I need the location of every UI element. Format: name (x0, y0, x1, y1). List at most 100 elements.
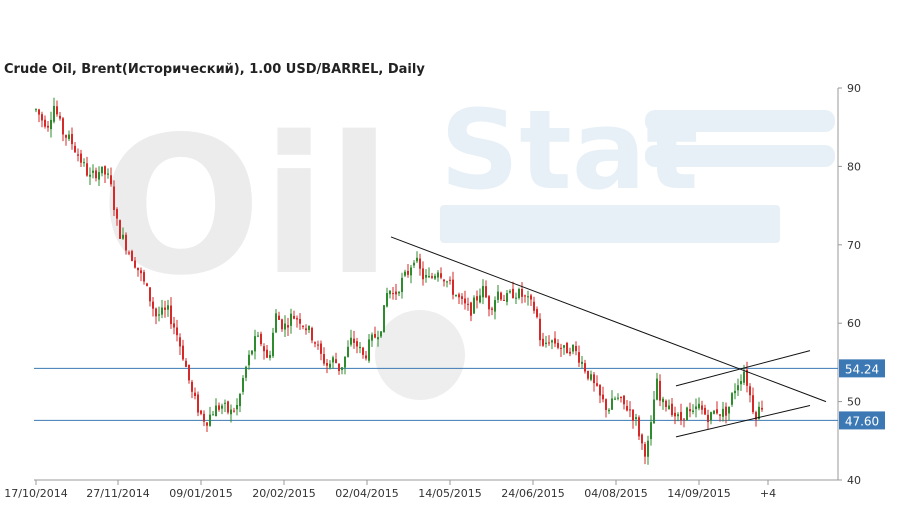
candle-up (677, 414, 679, 417)
trend-lines (390, 236, 827, 438)
candle-up (101, 166, 103, 174)
candle-down (197, 394, 199, 413)
candle-down (71, 134, 73, 145)
chart-title: Crude Oil, Brent(Исторический), 1.00 USD… (4, 62, 425, 77)
watermark-drop (375, 310, 465, 400)
watermark-oil-text: Oil (100, 96, 392, 317)
candle-up (758, 406, 760, 420)
candle-down (536, 309, 538, 318)
candle-up (653, 399, 655, 424)
candle-up (50, 119, 52, 130)
candle-down (74, 145, 76, 153)
candle-up (497, 291, 499, 300)
candle-up (98, 172, 100, 180)
candle-down (137, 267, 139, 271)
candle-up (371, 334, 373, 341)
candle-up (656, 378, 658, 400)
candle-down (155, 308, 157, 317)
candle-up (743, 371, 745, 383)
price-label-text: 54.24 (845, 362, 879, 376)
candle-down (278, 315, 280, 320)
candle-up (437, 272, 439, 278)
y-tick-label: 80 (847, 160, 861, 173)
candle-down (191, 381, 193, 392)
candle-down (560, 347, 562, 349)
candle-up (404, 271, 406, 276)
candle-up (347, 346, 349, 357)
candle-up (722, 408, 724, 417)
candle-down (185, 360, 187, 367)
candle-down (587, 370, 589, 379)
candle-down (392, 293, 394, 295)
axes: 40 50 60 70 80 90 17/10/2014 27/11/2014 09/01/20… (4, 82, 861, 500)
candle-down (194, 392, 196, 396)
candle-down (626, 405, 628, 411)
candle-down (338, 363, 340, 371)
candle-up (455, 294, 457, 296)
candle-up (212, 414, 214, 416)
candle-up (551, 340, 553, 343)
candle-up (92, 170, 94, 173)
x-tick-label: 27/11/2014 (86, 487, 149, 500)
candle-up (509, 291, 511, 293)
candle-down (176, 327, 178, 336)
candle-down (119, 220, 121, 239)
candle-up (473, 297, 475, 314)
candle-up (248, 354, 250, 366)
candle-up (545, 342, 547, 345)
x-tick-label: 14/05/2015 (418, 487, 481, 500)
candle-up (590, 374, 592, 380)
candle-up (635, 417, 637, 419)
candle-down (419, 258, 421, 269)
candle-up (698, 403, 700, 409)
candle-down (485, 286, 487, 298)
candle-down (323, 354, 325, 364)
candle-down (503, 299, 505, 301)
x-tick-label: 02/04/2015 (335, 487, 398, 500)
candle-down (314, 342, 316, 344)
candle-down (44, 119, 46, 127)
candle-down (143, 272, 145, 282)
watermark-logo: Oil Stat (100, 86, 835, 400)
candle-down (128, 252, 130, 254)
candles (35, 97, 763, 465)
candle-down (569, 351, 571, 354)
y-tick-label: 60 (847, 317, 861, 330)
candle-up (695, 406, 697, 410)
candle-up (215, 405, 217, 417)
candle-down (113, 186, 115, 210)
candle-down (530, 295, 532, 300)
trend-line (390, 236, 827, 403)
candle-down (632, 409, 634, 421)
candle-down (602, 394, 604, 400)
candle-down (131, 251, 133, 262)
candle-down (218, 405, 220, 410)
candle-up (290, 313, 292, 326)
candle-down (227, 401, 229, 413)
candle-up (728, 406, 730, 414)
candle-down (134, 260, 136, 268)
candle-up (425, 275, 427, 278)
candle-down (140, 270, 142, 274)
candle-down (305, 328, 307, 331)
candle-down (173, 323, 175, 328)
candle-down (440, 273, 442, 278)
candle-up (389, 290, 391, 295)
candle-down (56, 106, 58, 115)
candle-up (581, 361, 583, 364)
candle-down (203, 413, 205, 422)
candle-up (242, 378, 244, 392)
candle-up (377, 337, 379, 340)
candle-down (488, 296, 490, 310)
candle-down (512, 288, 514, 299)
candle-up (401, 277, 403, 293)
candle-up (308, 325, 310, 331)
candle-down (443, 279, 445, 282)
candle-down (188, 364, 190, 381)
watermark-bar-2 (645, 145, 835, 167)
x-tick-label: +4 (760, 487, 776, 500)
candle-down (749, 386, 751, 396)
candle-down (59, 115, 61, 119)
candle-down (374, 333, 376, 338)
